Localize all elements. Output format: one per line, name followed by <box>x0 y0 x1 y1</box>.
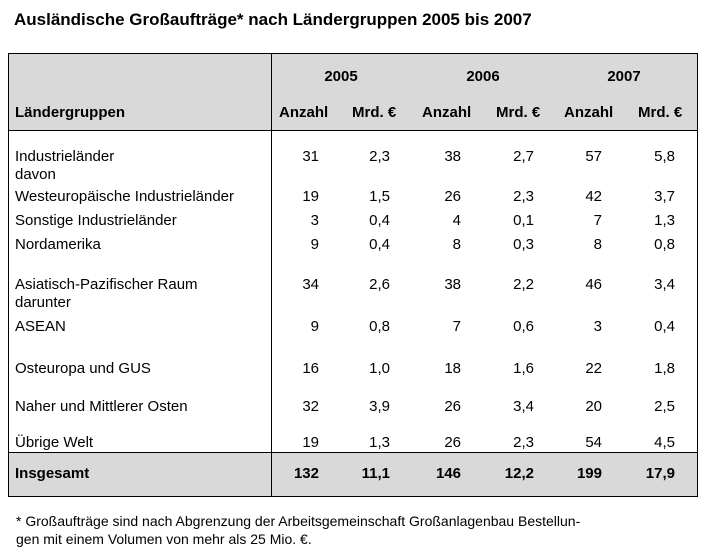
row-value: 2,2 <box>513 276 534 293</box>
row-value: 0,4 <box>654 318 675 335</box>
year-header-2005: 2005 <box>324 68 358 85</box>
row-value: 2,3 <box>513 188 534 205</box>
row-value: 2,5 <box>654 398 675 415</box>
sub-header-anzahl: Anzahl <box>422 104 472 121</box>
row-value: 26 <box>444 398 461 415</box>
row-value: 26 <box>444 434 461 451</box>
row-value: 4,5 <box>654 434 675 451</box>
row-value: 26 <box>444 188 461 205</box>
row-value: 3 <box>310 212 319 229</box>
row-value: 57 <box>585 148 602 165</box>
row-value: 1,8 <box>654 360 675 377</box>
row-sublabel: davon <box>15 166 56 183</box>
row-value: 8 <box>452 236 461 253</box>
row-label: Übrige Welt <box>15 434 94 451</box>
footnote: * Großaufträge sind nach Abgrenzung der … <box>16 512 696 548</box>
col-header-laendergruppen: Ländergruppen <box>15 104 126 121</box>
row-value: 19 <box>302 434 319 451</box>
row-value: 3 <box>593 318 602 335</box>
row-value: 1,5 <box>369 188 390 205</box>
row-value: 8 <box>593 236 602 253</box>
row-value: 0,6 <box>513 318 534 335</box>
row-value: 3,9 <box>369 398 390 415</box>
row-label: Nordamerika <box>15 236 101 253</box>
row-value: 0,8 <box>369 318 390 335</box>
row-value: 2,3 <box>513 434 534 451</box>
row-value: 19 <box>302 188 319 205</box>
row-value: 0,8 <box>654 236 675 253</box>
row-value: 18 <box>444 360 461 377</box>
row-value: 2,3 <box>369 148 390 165</box>
row-value: 34 <box>302 276 319 293</box>
row-label: Westeuropäische Industrieländer <box>15 188 235 205</box>
row-label: ASEAN <box>15 318 66 335</box>
row-value: 1,0 <box>369 360 390 377</box>
row-value: 16 <box>302 360 319 377</box>
total-value: 11,1 <box>361 465 390 482</box>
footnote-line: * Großaufträge sind nach Abgrenzung der … <box>16 513 581 529</box>
row-value: 31 <box>302 148 319 165</box>
header-divider <box>9 130 697 131</box>
row-label: Osteuropa und GUS <box>15 360 151 377</box>
footnote-line: gen mit einem Volumen von mehr als 25 Mi… <box>16 531 312 547</box>
total-divider <box>9 452 697 453</box>
row-value: 1,3 <box>369 434 390 451</box>
row-value: 54 <box>585 434 602 451</box>
row-value: 46 <box>585 276 602 293</box>
row-value: 32 <box>302 398 319 415</box>
sub-header-anzahl: Anzahl <box>564 104 614 121</box>
page-title: Ausländische Großaufträge* nach Ländergr… <box>14 10 532 29</box>
row-value: 22 <box>585 360 602 377</box>
row-value: 38 <box>444 148 461 165</box>
total-label: Insgesamt <box>15 465 90 482</box>
row-value: 0,4 <box>369 236 390 253</box>
row-value: 9 <box>310 236 319 253</box>
row-label: Sonstige Industrieländer <box>15 212 177 229</box>
year-header-2006: 2006 <box>466 68 500 85</box>
data-table: 2005 2006 2007 Ländergruppen Anzahl Mrd.… <box>8 53 698 497</box>
total-row <box>9 453 697 496</box>
row-label: Asiatisch-Pazifischer Raum <box>15 276 198 293</box>
row-value: 7 <box>593 212 602 229</box>
row-value: 0,3 <box>513 236 534 253</box>
row-value: 3,4 <box>654 276 675 293</box>
row-label: Naher und Mittlerer Osten <box>15 398 188 415</box>
sub-header-mrd: Mrd. € <box>352 104 397 121</box>
sub-header-mrd: Mrd. € <box>638 104 683 121</box>
table-header <box>9 54 697 130</box>
year-header-2007: 2007 <box>607 68 641 85</box>
row-value: 0,4 <box>369 212 390 229</box>
row-value: 7 <box>452 318 461 335</box>
row-value: 4 <box>452 212 461 229</box>
row-value: 38 <box>444 276 461 293</box>
row-value: 1,3 <box>654 212 675 229</box>
column-divider <box>271 54 272 496</box>
total-value: 146 <box>435 465 461 482</box>
row-value: 2,7 <box>513 148 534 165</box>
row-value: 1,6 <box>513 360 534 377</box>
row-label: Industrieländer <box>15 148 115 165</box>
total-value: 12,2 <box>504 465 534 482</box>
row-value: 3,4 <box>513 398 534 415</box>
total-value: 199 <box>576 465 602 482</box>
row-value: 0,1 <box>513 212 534 229</box>
row-value: 20 <box>585 398 602 415</box>
row-value: 9 <box>310 318 319 335</box>
row-value: 3,7 <box>654 188 675 205</box>
row-sublabel: darunter <box>15 294 71 311</box>
total-value: 132 <box>293 465 319 482</box>
row-value: 5,8 <box>654 148 675 165</box>
row-value: 2,6 <box>369 276 390 293</box>
total-value: 17,9 <box>645 465 675 482</box>
sub-header-anzahl: Anzahl <box>279 104 329 121</box>
sub-header-mrd: Mrd. € <box>496 104 541 121</box>
row-value: 42 <box>585 188 602 205</box>
